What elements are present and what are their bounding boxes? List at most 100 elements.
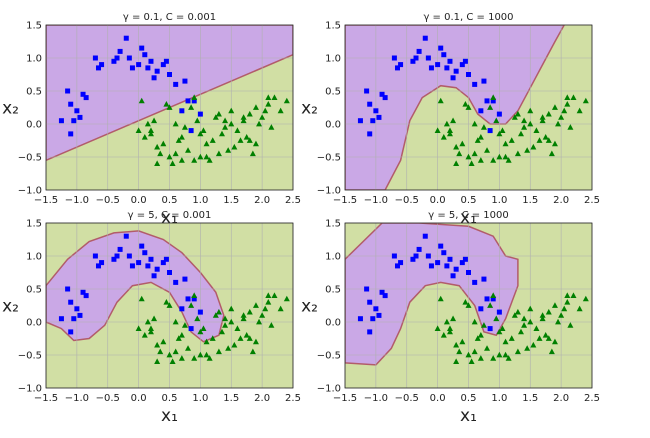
point-class1 (200, 127, 207, 133)
point-class0 (379, 91, 385, 97)
point-class1 (524, 147, 531, 153)
point-class1 (570, 292, 577, 298)
point-class0 (357, 316, 363, 322)
point-class1 (151, 315, 158, 322)
point-class1 (147, 325, 154, 331)
point-class1 (471, 150, 478, 157)
point-class0 (74, 306, 80, 312)
point-class1 (265, 101, 272, 107)
point-class1 (169, 358, 176, 364)
point-class0 (394, 263, 400, 269)
x-tick-label: −1.5 (34, 195, 58, 206)
point-class1 (249, 150, 256, 157)
point-class1 (160, 140, 167, 147)
point-class1 (508, 335, 515, 341)
point-class1 (471, 348, 478, 355)
y-tick-label: 0.5 (325, 285, 341, 296)
point-class0 (142, 250, 148, 256)
point-class0 (80, 289, 86, 295)
point-class1 (144, 120, 151, 127)
point-class0 (114, 55, 120, 61)
point-class0 (77, 312, 83, 318)
point-class0 (462, 58, 468, 64)
point-class1 (564, 101, 571, 107)
point-class1 (490, 292, 497, 298)
y-tick-label: 1.0 (325, 252, 341, 263)
y-tick-label: 1.5 (26, 219, 42, 230)
point-class1 (493, 117, 500, 124)
y-tick-label: 0.0 (26, 120, 42, 131)
point-class1 (240, 114, 247, 120)
point-class0 (191, 296, 197, 302)
point-class0 (148, 58, 154, 64)
point-class1 (443, 120, 450, 127)
point-class0 (83, 293, 89, 299)
point-class0 (197, 111, 203, 117)
point-class1 (252, 104, 259, 110)
point-class0 (490, 98, 496, 104)
subplot-2: −1.5 −1.0 −0.5 0.0 0.5 1.0 1.5 2.0 2.5−1.0−0.50.… (301, 12, 600, 228)
point-class1 (228, 107, 235, 114)
point-class1 (505, 355, 512, 361)
point-class0 (453, 68, 459, 74)
point-class1 (147, 328, 154, 335)
point-class0 (188, 326, 194, 332)
point-class0 (373, 306, 379, 312)
point-class1 (138, 97, 145, 104)
y-tick-label: 1.5 (26, 21, 42, 32)
point-class0 (185, 98, 191, 104)
point-class1 (468, 160, 475, 166)
point-class1 (271, 292, 278, 298)
point-class1 (222, 117, 229, 124)
point-class1 (259, 114, 266, 120)
point-class0 (58, 118, 64, 124)
point-class1 (191, 157, 198, 163)
x-tick-label: 2.5 (584, 393, 600, 404)
point-class1 (154, 341, 161, 348)
y-tick-label: −1.0 (317, 384, 341, 395)
point-class0 (92, 55, 98, 61)
point-class1 (271, 94, 278, 100)
point-class0 (422, 233, 428, 239)
point-class0 (422, 35, 428, 41)
point-class1 (474, 137, 481, 143)
point-class0 (357, 118, 363, 124)
point-class1 (203, 153, 210, 160)
point-class1 (477, 134, 484, 140)
point-class1 (166, 153, 173, 160)
point-class1 (218, 328, 225, 335)
point-class1 (499, 127, 506, 133)
point-class1 (545, 335, 552, 341)
point-class1 (490, 94, 497, 100)
point-class1 (172, 150, 179, 157)
point-class0 (191, 98, 197, 104)
y-tick-label: 0.5 (26, 285, 42, 296)
point-class0 (425, 253, 431, 259)
point-class0 (450, 273, 456, 279)
point-class0 (123, 35, 129, 41)
point-class1 (548, 150, 555, 157)
point-class1 (462, 101, 469, 107)
point-class1 (222, 124, 229, 130)
y-axis-label: x₂ (301, 99, 318, 119)
point-class1 (459, 338, 466, 345)
point-class1 (283, 295, 290, 302)
point-class1 (147, 130, 154, 137)
point-class1 (178, 134, 185, 140)
point-class1 (215, 150, 222, 157)
point-class1 (443, 318, 450, 325)
point-class1 (555, 120, 562, 127)
point-class1 (252, 338, 259, 345)
point-class1 (191, 292, 198, 298)
point-class0 (68, 131, 74, 137)
point-class1 (212, 114, 219, 120)
point-class0 (188, 128, 194, 134)
point-class0 (160, 62, 166, 68)
point-class0 (145, 263, 151, 269)
x-tick-label: −0.5 (395, 195, 419, 206)
point-class0 (379, 289, 385, 295)
x-axis-label: x₁ (161, 406, 178, 426)
point-class1 (246, 335, 253, 341)
point-class0 (435, 62, 441, 68)
